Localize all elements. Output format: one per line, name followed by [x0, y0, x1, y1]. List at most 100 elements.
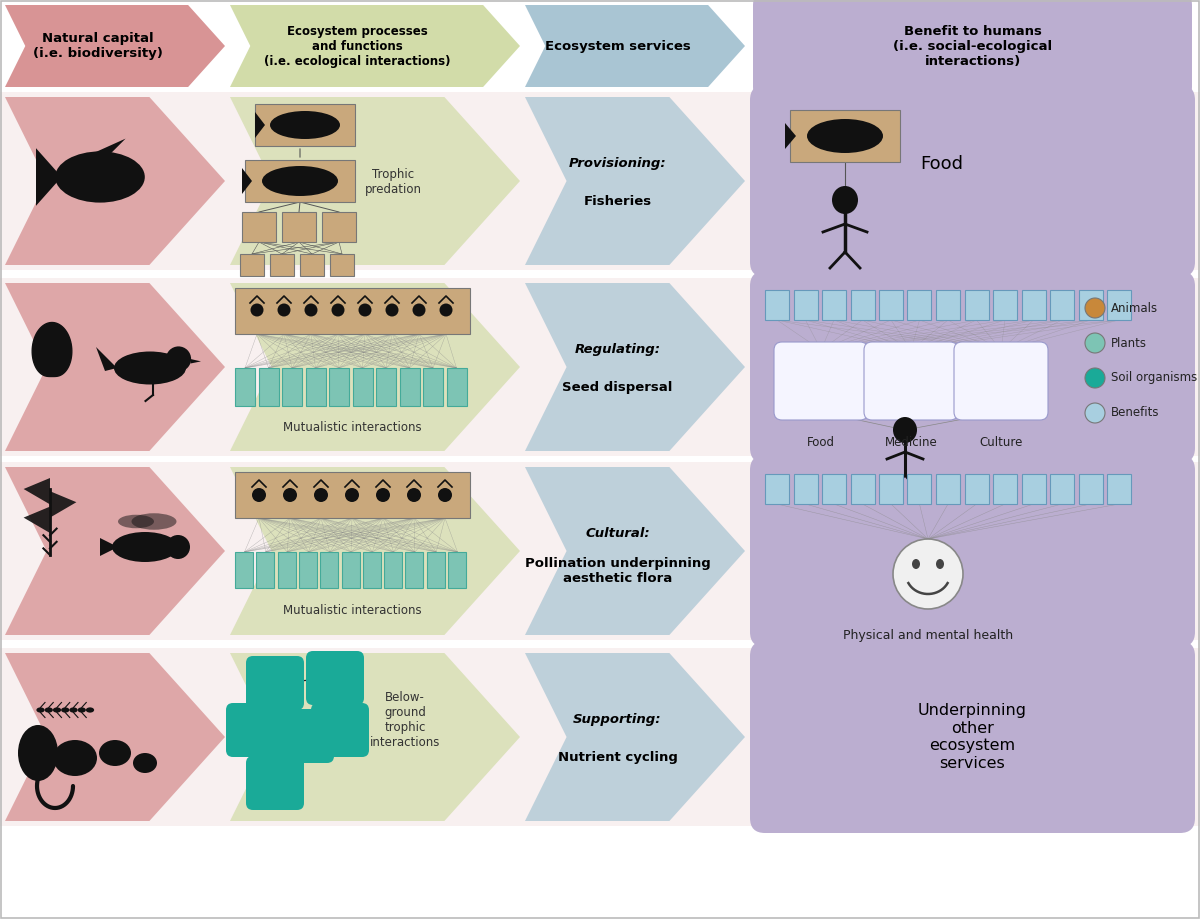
- Text: Medicine: Medicine: [884, 436, 937, 449]
- Bar: [851, 474, 875, 504]
- Circle shape: [1085, 403, 1105, 423]
- Bar: [446, 368, 467, 406]
- Ellipse shape: [55, 152, 145, 202]
- Polygon shape: [230, 5, 520, 87]
- Bar: [270, 254, 294, 276]
- Ellipse shape: [98, 740, 131, 766]
- Polygon shape: [5, 5, 226, 87]
- Bar: [0, 278, 1200, 456]
- Bar: [282, 212, 316, 242]
- Ellipse shape: [118, 515, 154, 528]
- Bar: [277, 552, 295, 588]
- Ellipse shape: [114, 351, 186, 384]
- Bar: [994, 290, 1018, 320]
- Circle shape: [166, 535, 190, 559]
- Polygon shape: [526, 467, 745, 635]
- Polygon shape: [242, 168, 252, 194]
- Bar: [1050, 474, 1074, 504]
- Bar: [362, 552, 380, 588]
- Text: Food: Food: [808, 436, 835, 449]
- FancyBboxPatch shape: [864, 342, 958, 420]
- Bar: [406, 552, 424, 588]
- Polygon shape: [96, 347, 118, 371]
- Text: Underpinning
other
ecosystem
services: Underpinning other ecosystem services: [918, 703, 1027, 771]
- Ellipse shape: [270, 111, 340, 139]
- Bar: [0, 648, 1200, 826]
- Text: Soil organisms: Soil organisms: [1111, 371, 1198, 384]
- Circle shape: [1085, 333, 1105, 353]
- Circle shape: [1085, 298, 1105, 318]
- Ellipse shape: [305, 303, 318, 316]
- Ellipse shape: [132, 513, 176, 529]
- Bar: [0, 462, 1200, 640]
- Text: Nutrient cycling: Nutrient cycling: [558, 751, 678, 764]
- Polygon shape: [32, 323, 72, 377]
- Circle shape: [893, 539, 964, 609]
- FancyBboxPatch shape: [750, 455, 1195, 647]
- Polygon shape: [526, 5, 745, 87]
- Ellipse shape: [376, 488, 390, 502]
- Bar: [766, 474, 790, 504]
- Text: Plants: Plants: [1111, 336, 1147, 349]
- Ellipse shape: [314, 488, 328, 502]
- Ellipse shape: [78, 708, 86, 712]
- Ellipse shape: [359, 303, 372, 316]
- Text: Cultural:: Cultural:: [586, 527, 650, 539]
- Polygon shape: [36, 148, 61, 206]
- Bar: [907, 290, 931, 320]
- Bar: [965, 290, 989, 320]
- Bar: [880, 290, 904, 320]
- Bar: [245, 160, 355, 202]
- Polygon shape: [100, 538, 118, 556]
- Bar: [1108, 290, 1132, 320]
- Polygon shape: [5, 467, 226, 635]
- FancyBboxPatch shape: [954, 342, 1048, 420]
- Ellipse shape: [44, 708, 53, 712]
- FancyBboxPatch shape: [306, 651, 364, 705]
- Ellipse shape: [439, 303, 452, 316]
- Bar: [427, 552, 445, 588]
- Polygon shape: [24, 478, 50, 505]
- Ellipse shape: [283, 488, 298, 502]
- Bar: [257, 552, 275, 588]
- Polygon shape: [24, 506, 50, 533]
- Bar: [907, 474, 931, 504]
- Text: Pollination underpinning
aesthetic flora: Pollination underpinning aesthetic flora: [524, 557, 710, 585]
- Ellipse shape: [251, 303, 264, 316]
- Bar: [306, 368, 325, 406]
- Bar: [384, 552, 402, 588]
- Text: Animals: Animals: [1111, 301, 1158, 314]
- Text: Natural capital
(i.e. biodiversity): Natural capital (i.e. biodiversity): [32, 32, 162, 60]
- Text: Mutualistic interactions: Mutualistic interactions: [283, 421, 421, 434]
- Ellipse shape: [912, 559, 920, 569]
- Ellipse shape: [407, 488, 421, 502]
- Text: Food: Food: [920, 155, 962, 173]
- Circle shape: [166, 346, 191, 371]
- Circle shape: [1085, 368, 1105, 388]
- Polygon shape: [230, 283, 520, 451]
- Bar: [282, 368, 302, 406]
- Ellipse shape: [893, 417, 917, 443]
- Bar: [320, 552, 338, 588]
- Bar: [329, 368, 349, 406]
- Ellipse shape: [346, 488, 359, 502]
- Ellipse shape: [112, 532, 178, 562]
- Polygon shape: [785, 123, 796, 149]
- Text: Seed dispersal: Seed dispersal: [563, 380, 673, 393]
- Text: Ecosystem services: Ecosystem services: [545, 40, 690, 52]
- Bar: [880, 474, 904, 504]
- FancyBboxPatch shape: [246, 656, 304, 710]
- Text: Culture: Culture: [979, 436, 1022, 449]
- Ellipse shape: [53, 740, 97, 776]
- Text: Below-
ground
trophic
interactions: Below- ground trophic interactions: [370, 691, 440, 749]
- Bar: [790, 110, 900, 162]
- Ellipse shape: [277, 303, 290, 316]
- Bar: [400, 368, 420, 406]
- Bar: [299, 552, 317, 588]
- Bar: [300, 254, 324, 276]
- Ellipse shape: [413, 303, 426, 316]
- Bar: [766, 290, 790, 320]
- Bar: [793, 474, 817, 504]
- Text: Mutualistic interactions: Mutualistic interactions: [283, 604, 421, 617]
- Bar: [1021, 290, 1045, 320]
